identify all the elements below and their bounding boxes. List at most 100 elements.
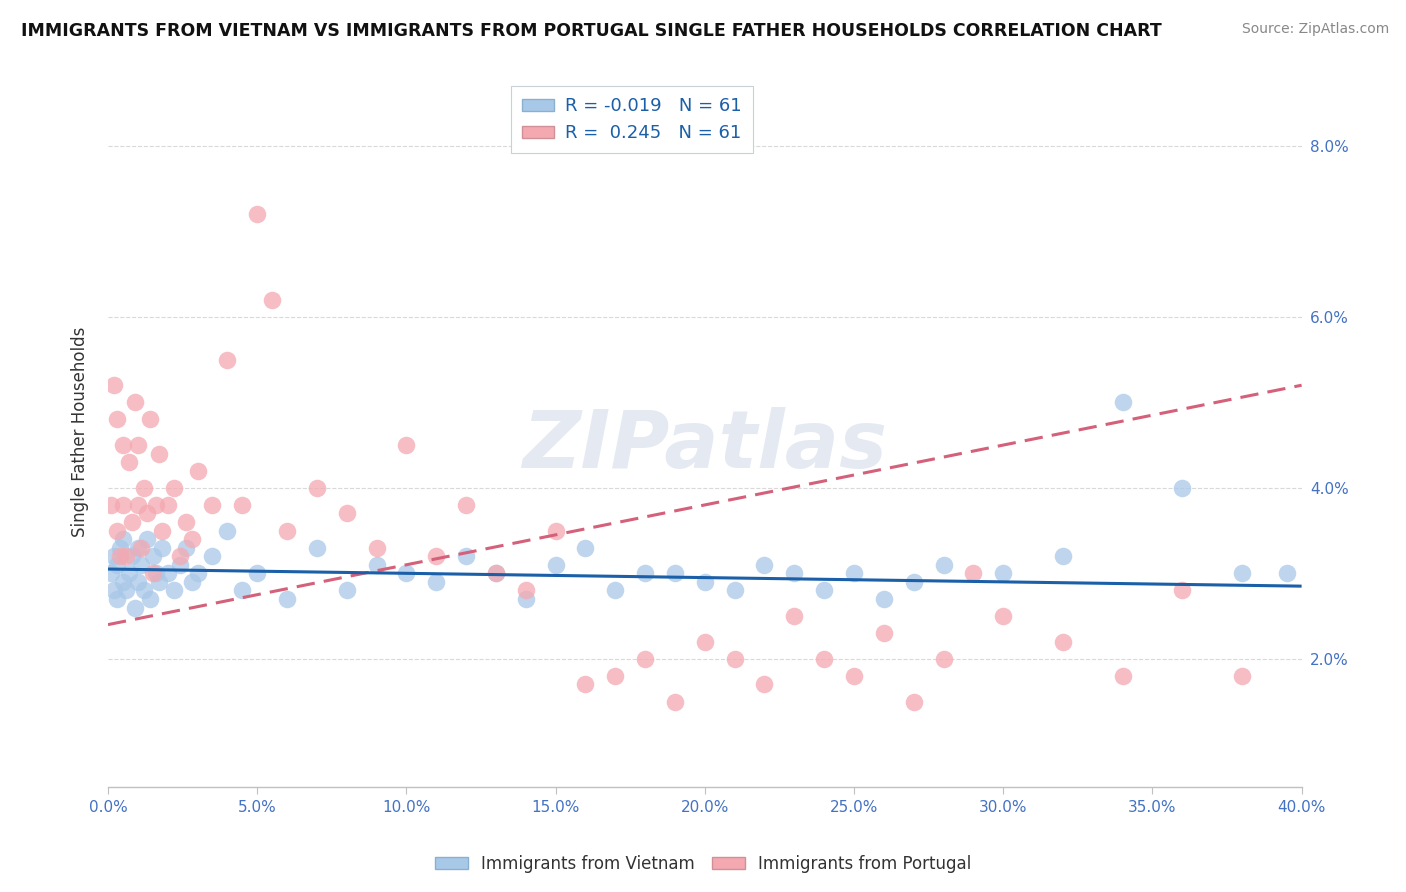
Point <box>121 515 143 529</box>
Text: ZIPatlas: ZIPatlas <box>522 408 887 485</box>
Point <box>1230 566 1253 581</box>
Point <box>425 574 447 589</box>
Point <box>336 507 359 521</box>
Point <box>993 566 1015 581</box>
Point <box>903 574 925 589</box>
Point <box>664 695 686 709</box>
Point <box>276 524 298 538</box>
Point <box>103 378 125 392</box>
Point <box>127 498 149 512</box>
Point <box>217 352 239 367</box>
Point <box>873 591 896 606</box>
Point <box>993 609 1015 624</box>
Point <box>366 558 388 572</box>
Point <box>145 566 167 581</box>
Text: Source: ZipAtlas.com: Source: ZipAtlas.com <box>1241 22 1389 37</box>
Point <box>108 549 131 564</box>
Point <box>724 583 747 598</box>
Point <box>111 532 134 546</box>
Point <box>336 583 359 598</box>
Point <box>1171 583 1194 598</box>
Point <box>425 549 447 564</box>
Point <box>100 566 122 581</box>
Point <box>145 498 167 512</box>
Point <box>395 566 418 581</box>
Point <box>174 541 197 555</box>
Point <box>754 677 776 691</box>
Point <box>124 395 146 409</box>
Point <box>135 532 157 546</box>
Point <box>162 481 184 495</box>
Point <box>129 541 152 555</box>
Point <box>105 524 128 538</box>
Point <box>276 591 298 606</box>
Point <box>813 652 835 666</box>
Point <box>231 583 253 598</box>
Point <box>127 541 149 555</box>
Point <box>186 464 208 478</box>
Point <box>1171 481 1194 495</box>
Point <box>108 541 131 555</box>
Point <box>180 532 202 546</box>
Point <box>150 541 173 555</box>
Point <box>201 549 224 564</box>
Point <box>485 566 508 581</box>
Point <box>395 438 418 452</box>
Point <box>156 498 179 512</box>
Point <box>111 574 134 589</box>
Legend: Immigrants from Vietnam, Immigrants from Portugal: Immigrants from Vietnam, Immigrants from… <box>427 848 979 880</box>
Point <box>454 549 477 564</box>
Point <box>454 498 477 512</box>
Text: IMMIGRANTS FROM VIETNAM VS IMMIGRANTS FROM PORTUGAL SINGLE FATHER HOUSEHOLDS COR: IMMIGRANTS FROM VIETNAM VS IMMIGRANTS FR… <box>21 22 1161 40</box>
Point <box>246 207 269 221</box>
Point <box>605 669 627 683</box>
Point <box>174 515 197 529</box>
Point <box>724 652 747 666</box>
Point <box>142 566 165 581</box>
Point <box>932 652 955 666</box>
Point <box>634 652 657 666</box>
Point <box>574 677 596 691</box>
Point <box>148 447 170 461</box>
Point <box>103 583 125 598</box>
Point <box>693 574 716 589</box>
Point <box>156 566 179 581</box>
Point <box>305 541 328 555</box>
Point <box>148 574 170 589</box>
Point <box>115 549 138 564</box>
Point <box>664 566 686 581</box>
Point <box>105 558 128 572</box>
Point <box>111 438 134 452</box>
Point <box>132 481 155 495</box>
Point <box>118 566 141 581</box>
Point <box>139 591 162 606</box>
Point <box>1275 566 1298 581</box>
Point <box>132 583 155 598</box>
Point <box>1052 634 1074 648</box>
Point <box>783 566 806 581</box>
Point <box>127 438 149 452</box>
Point <box>515 591 537 606</box>
Point <box>962 566 984 581</box>
Point <box>873 626 896 640</box>
Point <box>105 591 128 606</box>
Point <box>169 549 191 564</box>
Point <box>842 669 865 683</box>
Point <box>142 549 165 564</box>
Point <box>124 600 146 615</box>
Point <box>903 695 925 709</box>
Legend: R = -0.019   N = 61, R =  0.245   N = 61: R = -0.019 N = 61, R = 0.245 N = 61 <box>510 87 752 153</box>
Point <box>1052 549 1074 564</box>
Point <box>783 609 806 624</box>
Point <box>605 583 627 598</box>
Point <box>186 566 208 581</box>
Point <box>217 524 239 538</box>
Point <box>139 412 162 426</box>
Point <box>103 549 125 564</box>
Point <box>135 507 157 521</box>
Point <box>515 583 537 598</box>
Point <box>150 524 173 538</box>
Point <box>262 293 284 307</box>
Point <box>574 541 596 555</box>
Point <box>693 634 716 648</box>
